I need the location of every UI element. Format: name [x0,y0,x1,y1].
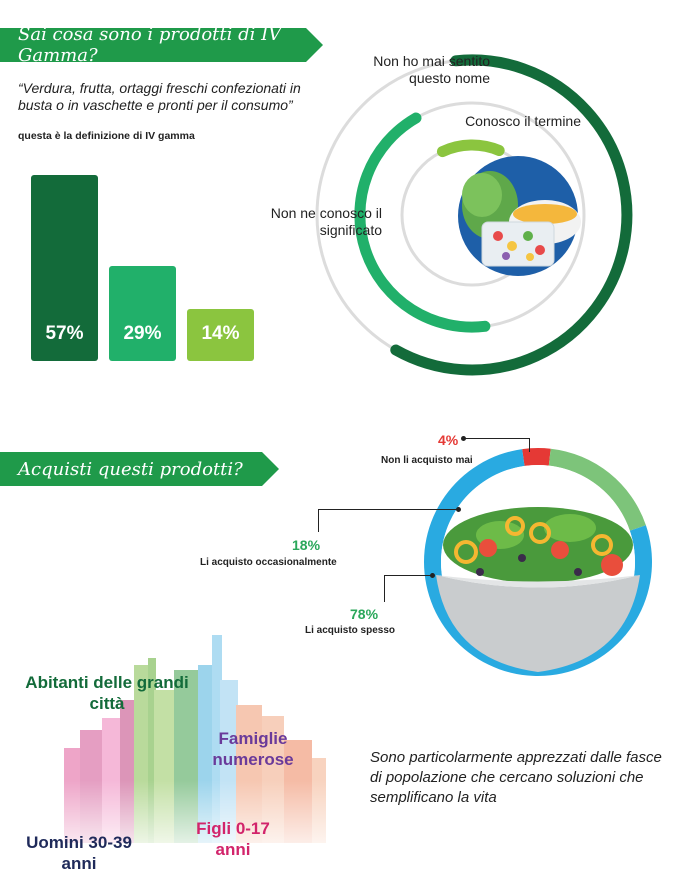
ring-label-dont-know-meaning: Non ne conosco il significato [270,205,382,238]
definition-note: questa è la definizione di IV gamma [18,130,195,142]
pct-often: 78% [350,606,379,622]
demo-label-children: Figli 0-17 anni [196,819,270,859]
callout-line-occasional [318,509,458,510]
bar-value-label: 14% [201,323,240,344]
section-banner-title: Acquisti questi prodotti? [18,458,243,480]
ring-arc-never-heard [390,54,633,376]
callout-line-occasional-drop [318,509,319,532]
segment-label-occasional: Li acquisto occasionalmente [200,557,337,568]
section-banner-purchase: Acquisti questi prodotti? [0,452,279,486]
pct-occasional: 18% [292,537,321,553]
bar-know-term: 14% [187,309,254,361]
ring-label-know-term: Conosco il termine [465,113,581,129]
bar-never-heard: 57% [31,175,98,361]
callout-dot-never [461,436,466,441]
pct-never: 4% [438,432,459,448]
ring-arc-know-term [436,139,505,158]
callout-line-often-drop [384,575,385,602]
ring-label-never-heard: Non ho mai sentito questo nome [373,53,490,86]
callout-line-never [463,438,529,439]
section-banner-awareness: Sai cosa sono i prodotti di IV Gamma? [0,24,323,66]
awareness-ring-chart [315,54,633,376]
segment-label-often: Li acquisto spesso [305,625,396,636]
callout-dot-often [430,573,435,578]
donut-segment-never [522,448,551,466]
salad-bowl-illustration [436,507,640,672]
bar-value-label: 57% [45,323,84,344]
donut-segment-occasional [548,448,646,531]
callout-line-never-drop [529,438,530,452]
food-illustration [458,156,581,276]
bar-value-label: 29% [123,323,162,344]
purchase-tagline: Sono particolarmente apprezzati dalle fa… [370,749,662,806]
ring-arc-dont-know-meaning [354,112,491,333]
bar-dont-know-meaning: 29% [109,266,176,361]
callout-line-often [384,575,432,576]
demo-label-men: Uomini 30-39 anni [26,833,132,873]
demo-label-large-families: Famiglie numerose [212,729,294,769]
callout-dot-occasional [456,507,461,512]
definition-quote: “Verdura, frutta, ortaggi freschi confez… [18,80,301,113]
section-banner-title: Sai cosa sono i prodotti di IV Gamma? [18,24,282,66]
demo-label-big-cities: Abitanti delle grandi città [25,673,189,713]
segment-label-never: Non li acquisto mai [381,455,473,466]
